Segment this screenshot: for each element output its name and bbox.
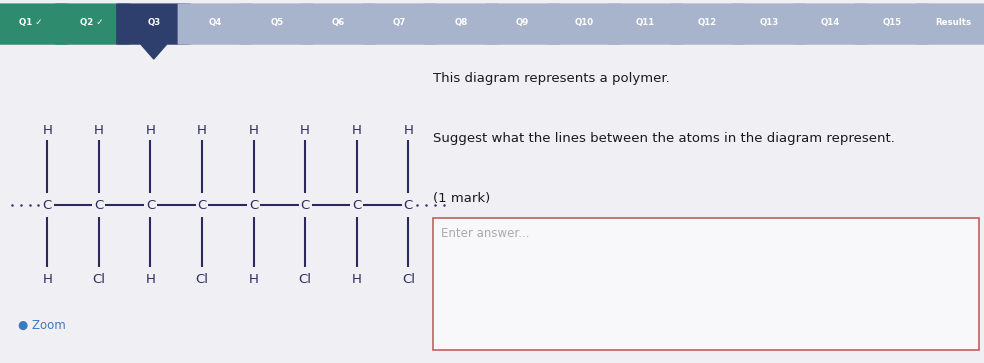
Text: H: H: [249, 125, 259, 137]
Text: Q13: Q13: [759, 18, 778, 27]
Text: H: H: [93, 125, 103, 137]
FancyBboxPatch shape: [547, 3, 622, 45]
Text: Suggest what the lines between the atoms in the diagram represent.: Suggest what the lines between the atoms…: [433, 132, 894, 146]
Text: C: C: [403, 199, 413, 212]
Text: C: C: [42, 199, 52, 212]
Text: C: C: [198, 199, 207, 212]
FancyBboxPatch shape: [793, 3, 868, 45]
FancyBboxPatch shape: [0, 3, 68, 45]
Text: Q15: Q15: [883, 18, 901, 27]
Text: Q4: Q4: [209, 18, 222, 27]
Text: H: H: [42, 125, 52, 137]
Text: C: C: [300, 199, 310, 212]
Text: Q9: Q9: [517, 18, 529, 27]
Text: Cl: Cl: [401, 273, 415, 286]
Text: Q6: Q6: [332, 18, 344, 27]
FancyBboxPatch shape: [669, 3, 745, 45]
FancyBboxPatch shape: [423, 3, 499, 45]
Text: H: H: [352, 273, 362, 286]
Text: H: H: [352, 125, 362, 137]
Text: Q7: Q7: [393, 18, 406, 27]
Text: Q8: Q8: [455, 18, 467, 27]
FancyBboxPatch shape: [433, 218, 979, 350]
Text: H: H: [146, 273, 155, 286]
Text: H: H: [403, 125, 413, 137]
Text: Cl: Cl: [299, 273, 312, 286]
Text: Cl: Cl: [196, 273, 209, 286]
FancyBboxPatch shape: [55, 3, 130, 45]
Text: Enter answer...: Enter answer...: [441, 227, 529, 240]
Text: Q2 ✓: Q2 ✓: [81, 18, 104, 27]
Text: Cl: Cl: [92, 273, 105, 286]
Text: Q10: Q10: [575, 18, 593, 27]
FancyBboxPatch shape: [239, 3, 315, 45]
Text: C: C: [94, 199, 103, 212]
Text: Q14: Q14: [821, 18, 840, 27]
FancyBboxPatch shape: [731, 3, 807, 45]
Polygon shape: [141, 44, 166, 59]
Text: Q12: Q12: [698, 18, 717, 27]
Text: Q3: Q3: [148, 18, 160, 27]
FancyBboxPatch shape: [301, 3, 376, 45]
Text: Q5: Q5: [271, 18, 283, 27]
FancyBboxPatch shape: [362, 3, 438, 45]
Text: (1 mark): (1 mark): [433, 192, 490, 205]
FancyBboxPatch shape: [485, 3, 561, 45]
FancyBboxPatch shape: [178, 3, 253, 45]
Text: C: C: [146, 199, 155, 212]
Text: H: H: [300, 125, 310, 137]
Text: Q1 ✓: Q1 ✓: [19, 18, 42, 27]
Text: H: H: [42, 273, 52, 286]
Text: H: H: [249, 273, 259, 286]
Text: This diagram represents a polymer.: This diagram represents a polymer.: [433, 73, 670, 85]
FancyBboxPatch shape: [854, 3, 930, 45]
Text: Results: Results: [935, 18, 971, 27]
FancyBboxPatch shape: [116, 3, 192, 45]
Text: H: H: [146, 125, 155, 137]
Text: ● Zoom: ● Zoom: [18, 319, 66, 332]
Text: C: C: [249, 199, 258, 212]
Text: H: H: [197, 125, 207, 137]
Text: C: C: [352, 199, 361, 212]
FancyBboxPatch shape: [916, 3, 984, 45]
FancyBboxPatch shape: [608, 3, 684, 45]
Text: Q11: Q11: [636, 18, 655, 27]
